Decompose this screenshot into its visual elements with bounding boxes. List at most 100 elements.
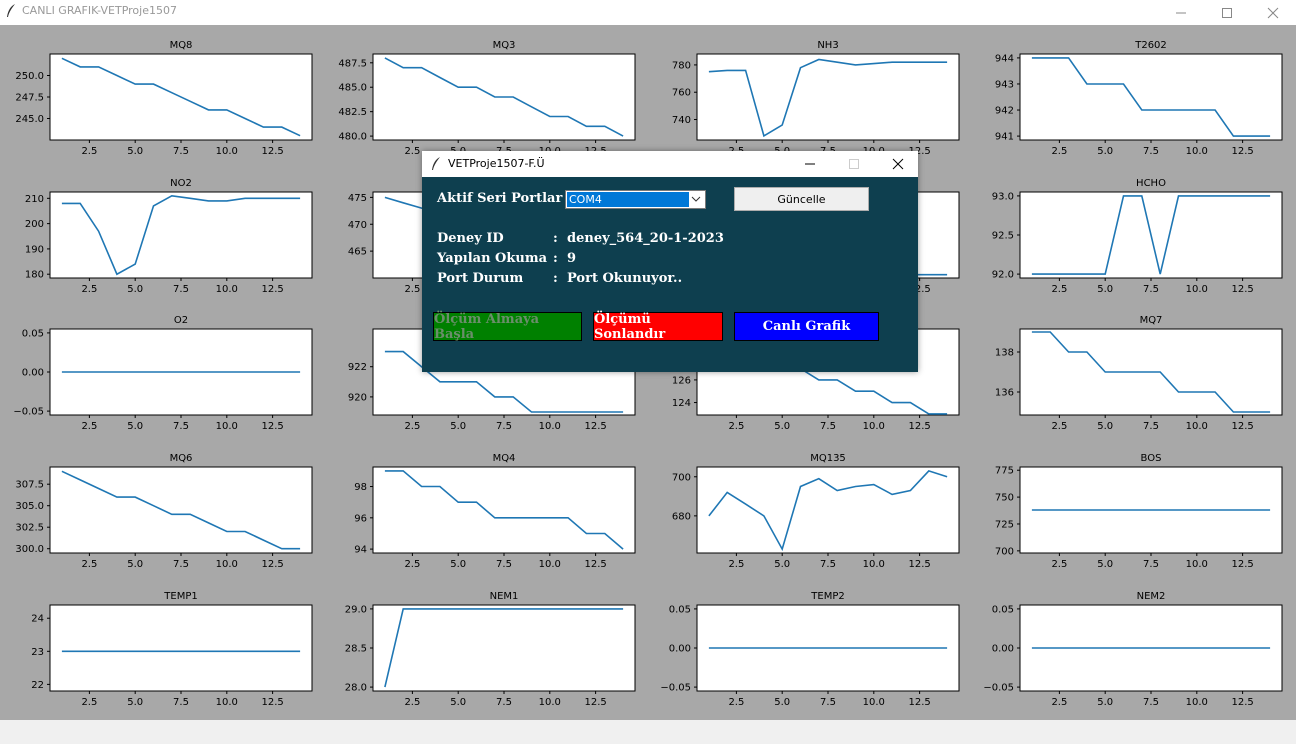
chart-mq6: MQ6 2.5 5.0 7.5 10.0 12.5 300.0 302.5 305.0 307.5 xyxy=(15,453,313,570)
x-tick-label: 2.5 xyxy=(81,421,97,432)
x-tick-label: 5.0 xyxy=(1097,697,1113,708)
chart-title: NO2 xyxy=(170,178,192,189)
x-tick-label: 12.5 xyxy=(261,284,283,295)
y-tick-label: 250.0 xyxy=(15,71,44,82)
maximize-icon xyxy=(1222,7,1232,18)
x-tick-label: 5.0 xyxy=(450,421,466,432)
y-tick-label: 98 xyxy=(354,482,367,493)
maximize-button[interactable] xyxy=(1204,0,1250,25)
feather-icon xyxy=(432,157,440,170)
x-tick-label: 2.5 xyxy=(404,559,420,570)
y-tick-label: 124 xyxy=(672,398,691,409)
x-tick-label: 7.5 xyxy=(173,697,189,708)
chart-nem2: NEM2 2.5 5.0 7.5 10.0 12.5 −0.05 0.00 0.05 xyxy=(983,591,1283,708)
x-tick-label: 2.5 xyxy=(81,284,97,295)
port-select[interactable]: COM4 xyxy=(565,190,706,209)
y-tick-label: 210 xyxy=(25,194,44,205)
stop-measurement-button[interactable]: Ölçümü Sonlandır xyxy=(593,312,723,342)
minimize-button[interactable] xyxy=(1158,0,1204,25)
x-tick-label: 5.0 xyxy=(127,284,143,295)
y-tick-label: 465 xyxy=(348,247,367,258)
series-line xyxy=(61,194,301,276)
chart-temp1: TEMP1 2.5 5.0 7.5 10.0 12.5 22 23 24 xyxy=(31,591,313,708)
y-tick-label: 942 xyxy=(995,106,1014,117)
x-tick-label: 10.0 xyxy=(1186,421,1208,432)
chart-title: NH3 xyxy=(817,40,838,51)
x-tick-label: 5.0 xyxy=(1097,421,1113,432)
live-chart-button[interactable]: Canlı Grafik xyxy=(734,312,879,341)
chart-mq135: MQ135 2.5 5.0 7.5 10.0 12.5 680 700 xyxy=(672,453,960,570)
x-tick-label: 12.5 xyxy=(908,697,930,708)
chart-title: MQ6 xyxy=(170,453,193,464)
chart-hcho: HCHO 2.5 5.0 7.5 10.0 12.5 92.0 92.5 93.0 xyxy=(992,178,1283,295)
dialog-close-button[interactable] xyxy=(876,151,920,177)
y-tick-label: 922 xyxy=(348,362,367,373)
x-tick-label: 5.0 xyxy=(774,421,790,432)
x-tick-label: 7.5 xyxy=(1143,421,1159,432)
chart-title: MQ3 xyxy=(493,40,516,51)
start-measurement-button[interactable]: Ölçüm Almaya Başla xyxy=(433,312,582,342)
close-button[interactable] xyxy=(1250,0,1296,25)
y-tick-label: 480.0 xyxy=(338,132,367,143)
x-tick-label: 12.5 xyxy=(1231,697,1253,708)
x-tick-label: 7.5 xyxy=(1143,146,1159,157)
x-tick-label: 7.5 xyxy=(820,559,836,570)
x-tick-label: 10.0 xyxy=(216,559,238,570)
chart-title: MQ7 xyxy=(1140,315,1163,326)
plot-area xyxy=(1019,53,1283,141)
deney-value: deney_564_20-1-2023 xyxy=(567,231,724,246)
chart-title: T2602 xyxy=(1134,40,1167,51)
x-tick-label: 7.5 xyxy=(173,284,189,295)
y-tick-label: 760 xyxy=(672,88,691,99)
x-tick-label: 5.0 xyxy=(774,559,790,570)
x-tick-label: 10.0 xyxy=(1186,284,1208,295)
control-dialog: VETProje1507-F.Ü Aktif Seri Portlar : CO… xyxy=(422,151,918,372)
y-tick-label: 28.5 xyxy=(345,644,367,655)
maximize-icon xyxy=(849,159,859,169)
y-tick-label: 470 xyxy=(348,220,367,231)
refresh-button[interactable]: Güncelle xyxy=(734,187,869,211)
durum-value: Port Okunuyor.. xyxy=(567,271,683,286)
x-tick-label: 10.0 xyxy=(216,697,238,708)
chart-temp2: TEMP2 2.5 5.0 7.5 10.0 12.5 −0.05 0.00 0.05 xyxy=(660,591,960,708)
series-line xyxy=(61,470,301,550)
y-tick-label: −0.05 xyxy=(13,407,44,418)
plot-area xyxy=(696,53,960,141)
plot-area xyxy=(49,191,313,279)
dialog-maximize-button[interactable] xyxy=(832,151,876,177)
okuma-colon: : xyxy=(553,251,558,266)
x-tick-label: 7.5 xyxy=(1143,559,1159,570)
y-tick-label: 700 xyxy=(995,546,1014,557)
x-tick-label: 7.5 xyxy=(496,421,512,432)
x-tick-label: 12.5 xyxy=(908,421,930,432)
y-tick-label: 0.05 xyxy=(669,604,691,615)
x-tick-label: 2.5 xyxy=(728,421,744,432)
y-tick-label: 136 xyxy=(995,388,1014,399)
x-tick-label: 12.5 xyxy=(1231,146,1253,157)
x-tick-label: 12.5 xyxy=(908,559,930,570)
x-tick-label: 10.0 xyxy=(216,146,238,157)
x-tick-label: 5.0 xyxy=(1097,559,1113,570)
x-tick-label: 2.5 xyxy=(728,559,744,570)
y-tick-label: 485.0 xyxy=(338,83,367,94)
y-tick-label: 200 xyxy=(25,219,44,230)
y-tick-label: 0.05 xyxy=(992,604,1014,615)
chart-title: NEM2 xyxy=(1137,591,1166,602)
okuma-label: Yapılan Okuma xyxy=(437,251,548,266)
x-tick-label: 2.5 xyxy=(81,559,97,570)
dialog-minimize-button[interactable] xyxy=(788,151,832,177)
x-tick-label: 5.0 xyxy=(450,559,466,570)
x-tick-label: 7.5 xyxy=(496,697,512,708)
plot-area xyxy=(372,466,636,554)
durum-colon: : xyxy=(553,271,558,286)
y-tick-label: 138 xyxy=(995,348,1014,359)
y-tick-label: 0.00 xyxy=(669,644,691,655)
y-tick-label: 180 xyxy=(25,270,44,281)
series-line xyxy=(384,470,624,550)
x-tick-label: 7.5 xyxy=(820,421,836,432)
x-tick-label: 12.5 xyxy=(584,559,606,570)
chart-title: O2 xyxy=(174,315,188,326)
plot-area xyxy=(49,466,313,554)
